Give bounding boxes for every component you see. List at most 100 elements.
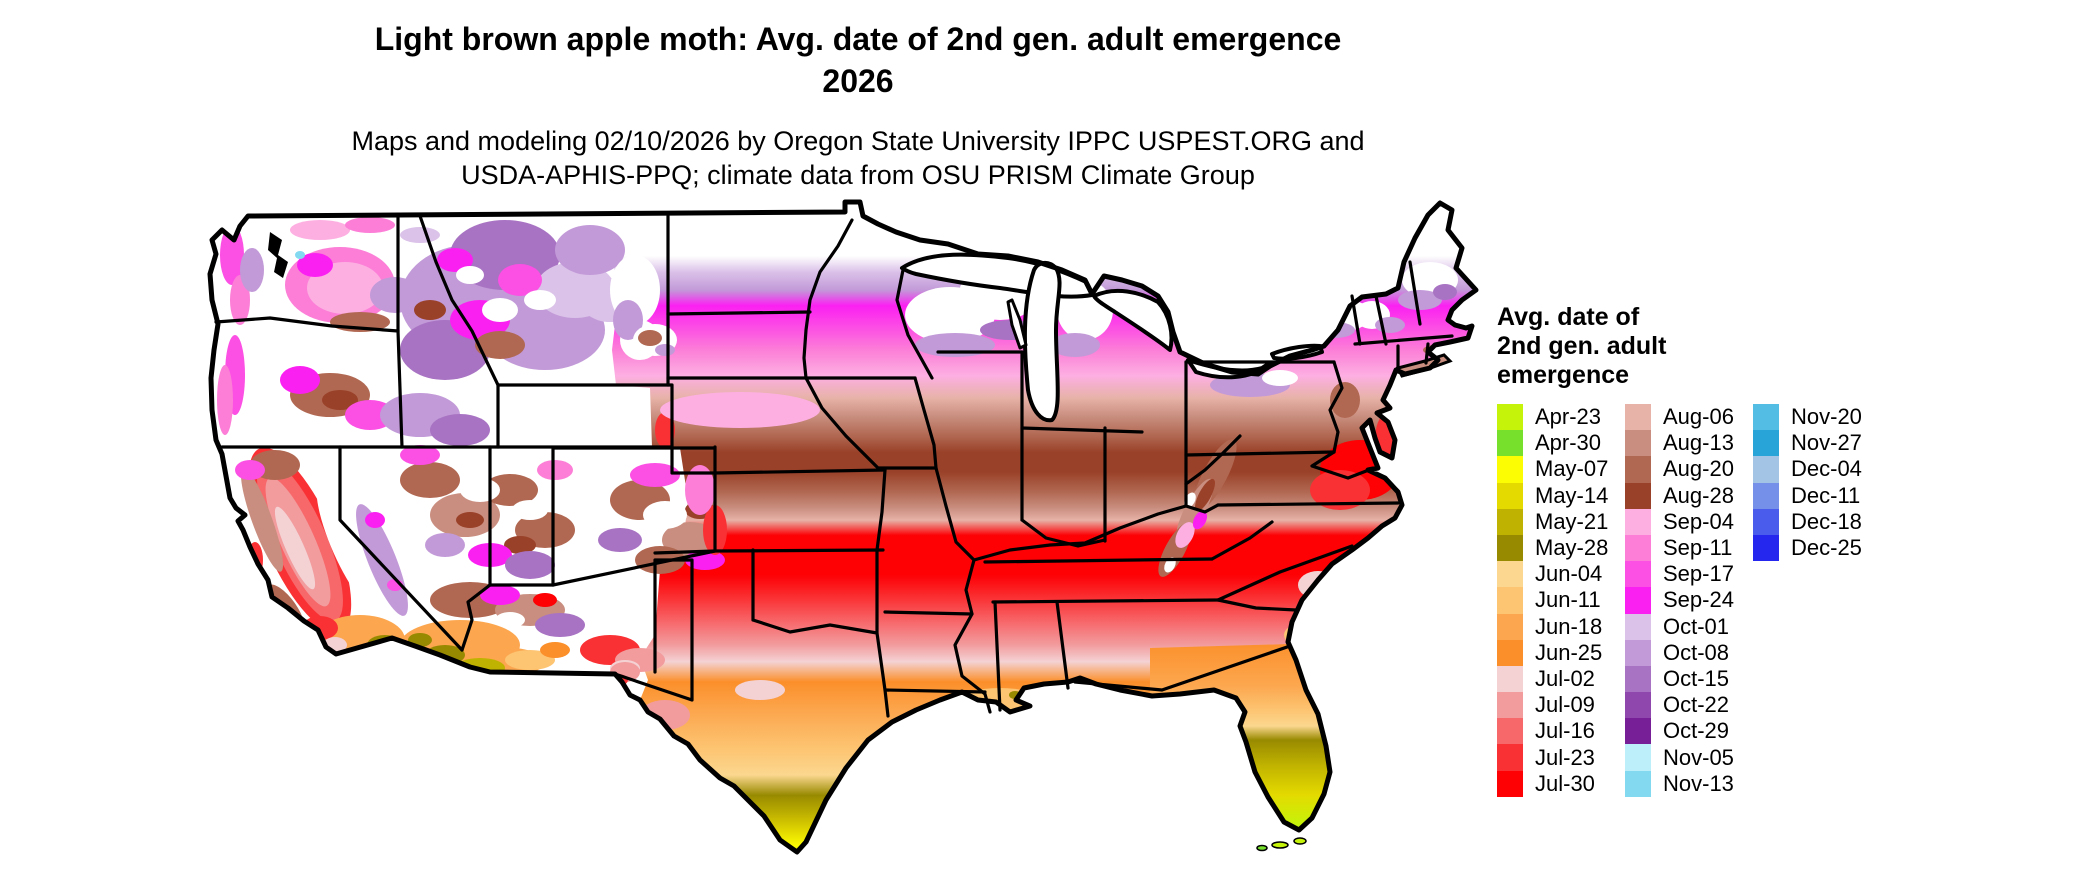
- legend-swatch: [1753, 482, 1779, 509]
- legend-row: Aug-13: [1625, 430, 1753, 457]
- legend-label: Oct-15: [1663, 665, 1730, 691]
- legend-swatch: [1625, 665, 1651, 693]
- florida-keys: [1256, 837, 1307, 852]
- legend-swatch: [1497, 482, 1523, 509]
- legend-row: Aug-06: [1625, 404, 1753, 431]
- legend-row: May-14: [1497, 482, 1625, 509]
- legend-label: Jul-16: [1535, 718, 1595, 744]
- legend-row: Sep-24: [1625, 587, 1753, 614]
- legend-title-line-2: 2nd gen. adult: [1497, 332, 1667, 360]
- legend-label: Nov-27: [1791, 430, 1862, 456]
- legend-row: Jun-11: [1497, 587, 1625, 614]
- map-legend: Avg. date of 2nd gen. adult emergence Ap…: [1497, 303, 1862, 797]
- legend-swatch: [1497, 718, 1523, 745]
- legend-swatch: [1497, 587, 1523, 614]
- legend-swatch: [1497, 534, 1523, 562]
- legend-swatch: [1625, 692, 1651, 719]
- legend-label: Aug-28: [1663, 482, 1734, 508]
- legend-row: Oct-22: [1625, 692, 1753, 719]
- legend-row: Jul-02: [1497, 665, 1625, 693]
- legend-label: Jun-11: [1535, 587, 1601, 613]
- legend-row: Sep-04: [1625, 508, 1753, 535]
- legend-swatch: [1625, 587, 1651, 614]
- legend-title-line-1: Avg. date of: [1497, 303, 1640, 331]
- legend-row: Jul-09: [1497, 692, 1625, 719]
- legend-label: Oct-01: [1663, 613, 1730, 639]
- legend-column: Apr-23 Apr-30 May-07 May-14 May-21 May-28 Jun-…: [1497, 404, 1625, 797]
- legend-row: Dec-25: [1753, 534, 1862, 562]
- legend-label: Nov-13: [1663, 770, 1734, 796]
- legend-column: Aug-06 Aug-13 Aug-20 Aug-28 Sep-04 Sep-11 Sep-…: [1625, 404, 1753, 797]
- legend-label: Aug-13: [1663, 430, 1734, 456]
- legend-row: Oct-29: [1625, 718, 1753, 745]
- legend-row: Jun-25: [1497, 639, 1625, 666]
- legend-swatch: [1497, 561, 1523, 588]
- florida-bands: [1150, 644, 1331, 830]
- legend-label: Sep-04: [1663, 508, 1734, 534]
- legend-label: Sep-24: [1663, 587, 1734, 613]
- legend-label: Jul-30: [1535, 770, 1595, 796]
- legend-label: Jun-04: [1535, 561, 1603, 587]
- legend-label: Sep-17: [1663, 561, 1734, 587]
- legend-swatch: [1625, 718, 1651, 745]
- legend-swatch: [1497, 665, 1523, 693]
- legend-row: Jul-16: [1497, 718, 1625, 745]
- legend-swatch: [1497, 613, 1523, 640]
- legend-title: Avg. date of 2nd gen. adult emergence: [1497, 303, 1862, 390]
- legend-row: Aug-28: [1625, 482, 1753, 509]
- legend-row: Dec-18: [1753, 508, 1862, 535]
- legend-label: Apr-23: [1535, 404, 1602, 430]
- legend-row: Dec-04: [1753, 456, 1862, 483]
- legend-row: Nov-05: [1625, 744, 1753, 771]
- title-line-2: 2026: [822, 63, 894, 99]
- legend-swatch: [1625, 770, 1651, 797]
- lake-michigan: [1022, 261, 1062, 423]
- legend-label: Dec-11: [1791, 482, 1861, 508]
- legend-swatch: [1753, 430, 1779, 457]
- legend-row: Oct-08: [1625, 639, 1753, 666]
- legend-row: Sep-11: [1625, 534, 1753, 562]
- legend-label: Jun-18: [1535, 613, 1603, 639]
- legend-swatch: [1753, 534, 1779, 562]
- legend-swatch: [1625, 613, 1651, 640]
- legend-swatch: [1625, 534, 1651, 562]
- legend-row: May-28: [1497, 534, 1625, 562]
- legend-label: Aug-20: [1663, 456, 1734, 482]
- title-line-1: Light brown apple moth: Avg. date of 2nd…: [374, 21, 1342, 57]
- legend-swatch: [1497, 744, 1523, 771]
- legend-swatch: [1625, 744, 1651, 771]
- subtitle-line-1: Maps and modeling 02/10/2026 by Oregon S…: [351, 126, 1365, 156]
- legend-swatch: [1625, 561, 1651, 588]
- legend-label: Dec-18: [1791, 508, 1862, 534]
- legend-row: Nov-13: [1625, 770, 1753, 797]
- legend-row: Jul-23: [1497, 744, 1625, 771]
- legend-swatch: [1625, 639, 1651, 666]
- legend-row: Sep-17: [1625, 561, 1753, 588]
- legend-label: May-28: [1535, 535, 1609, 561]
- legend-swatch: [1625, 456, 1651, 483]
- lake-huron: [1092, 288, 1174, 352]
- legend-row: May-07: [1497, 456, 1625, 483]
- header: Light brown apple moth: Avg. date of 2nd…: [0, 18, 1716, 192]
- legend-row: Nov-20: [1753, 404, 1862, 431]
- puget-sound: [268, 232, 288, 278]
- legend-swatch: [1753, 404, 1779, 431]
- legend-row: Dec-11: [1753, 482, 1862, 509]
- legend-swatch: [1497, 692, 1523, 719]
- legend-label: May-14: [1535, 482, 1609, 508]
- green-bay: [1006, 298, 1028, 350]
- legend-swatch: [1497, 770, 1523, 797]
- legend-column: Nov-20 Nov-27 Dec-04 Dec-11 Dec-18 Dec-25: [1753, 404, 1862, 797]
- legend-row: Jun-18: [1497, 613, 1625, 640]
- legend-row: Apr-30: [1497, 430, 1625, 457]
- legend-row: Jul-30: [1497, 770, 1625, 797]
- legend-swatch: [1497, 404, 1523, 431]
- legend-label: Oct-29: [1663, 718, 1730, 744]
- legend-swatch: [1497, 430, 1523, 457]
- legend-row: Nov-27: [1753, 430, 1862, 457]
- state-borders: [214, 214, 1454, 718]
- legend-label: Oct-22: [1663, 692, 1730, 718]
- legend-label: Jul-09: [1535, 692, 1595, 718]
- legend-label: Dec-04: [1791, 456, 1862, 482]
